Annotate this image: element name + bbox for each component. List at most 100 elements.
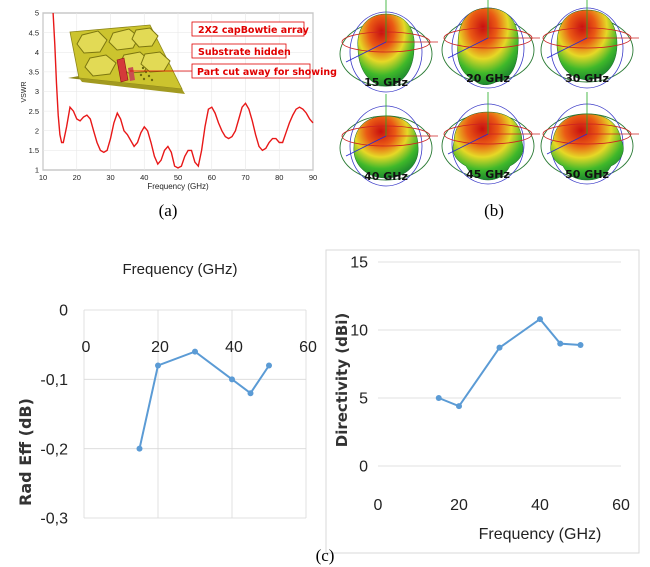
y-tick-label: 0 (359, 459, 368, 476)
directivity-x-axis-label: Frequency (GHz) (479, 526, 602, 543)
directivity-point (496, 344, 503, 351)
directivity-point (456, 403, 462, 410)
axis-y-arrow (546, 37, 588, 59)
pattern-lobe (452, 111, 524, 181)
x-tick-label: 20 (73, 173, 81, 182)
axis-y-arrow (345, 41, 387, 63)
callout-text-2: Substrate hidden (198, 47, 291, 58)
vswr-y-tick-labels: 1 1.5 2 2.5 3 3.5 4 4.5 5 (29, 9, 39, 175)
y-tick-label: 0 (59, 303, 68, 320)
axis-y-arrow (345, 135, 387, 157)
pattern-frequency-label: 45 GHz (466, 168, 510, 181)
y-tick-label: 4.5 (29, 28, 39, 37)
x-tick-label: 60 (208, 173, 216, 182)
rad-eff-series-line (138, 350, 270, 449)
vswr-series-line (52, 12, 314, 169)
rad-eff-point (136, 445, 143, 452)
pattern-lobe (357, 13, 415, 87)
panel-label-c: (c) (316, 546, 335, 565)
vswr-panel: 1 1.5 2 2.5 3 3.5 4 4.5 5 10 20 30 40 50 60 70 80 90 VSW… (21, 9, 337, 220)
pattern-frequency-label: 40 GHz (364, 170, 408, 183)
rad-eff-point (247, 390, 254, 397)
x-tick-label: 0 (82, 339, 91, 356)
directivity-y-tick-labels: 0 5 10 15 (350, 255, 368, 476)
radiation-pattern-panel: 15 GHz 20 GHz 30 GHz 40 GHz 45 GHz 50 GHz (b) (339, 0, 639, 220)
axis-y-arrow (546, 133, 588, 155)
rad-eff-y-tick-labels: 0 -0,1 -0,2 -0,3 (40, 303, 68, 528)
vswr-x-tick-labels: 10 20 30 40 50 60 70 80 90 (39, 173, 317, 182)
x-tick-label: 90 (309, 173, 317, 182)
y-tick-label: -0,1 (40, 372, 68, 389)
directivity-grid (378, 261, 621, 467)
pattern-frequency-label: 20 GHz (466, 72, 510, 85)
callout-box-3: Part cut away for showing (191, 63, 337, 79)
radiation-pattern-6: 50 GHz (540, 92, 639, 185)
rad-eff-panel: Frequency (GHz) 0 -0,1 -0,2 -0,3 0 20 40 60 Ra… (16, 261, 317, 528)
pattern-frequency-label: 30 GHz (565, 72, 609, 85)
y-tick-label: 10 (350, 323, 368, 340)
rad-eff-x-tick-labels: 0 20 40 60 (82, 339, 317, 356)
rad-eff-point (155, 362, 161, 369)
y-tick-label: 3 (35, 87, 39, 96)
x-tick-label: 30 (106, 173, 114, 182)
directivity-x-tick-labels: 0 20 40 60 (374, 497, 630, 514)
x-tick-label: 60 (299, 339, 317, 356)
directivity-point (537, 316, 543, 323)
y-tick-label: 4 (35, 48, 39, 57)
radiation-pattern-3: 30 GHz (540, 0, 639, 89)
callout-text-1: 2X2 capBowtie array (198, 25, 310, 36)
y-tick-label: 2 (35, 126, 39, 135)
directivity-point (577, 341, 584, 348)
directivity-y-axis-label: Directivity (dBi) (333, 313, 351, 447)
y-tick-label: 2.5 (29, 107, 39, 116)
cutaway-red-part-2 (128, 67, 135, 81)
x-tick-label: 70 (241, 173, 249, 182)
callout-box-1: 2X2 capBowtie array (191, 21, 310, 37)
vswr-x-axis-label: Frequency (GHz) (147, 182, 209, 191)
callout-box-2: Substrate hidden (191, 43, 291, 59)
y-tick-label: 3.5 (29, 68, 39, 77)
x-tick-label: 40 (225, 339, 243, 356)
y-tick-label: -0,2 (40, 441, 68, 458)
pattern-frequency-label: 50 GHz (565, 168, 609, 181)
radiation-pattern-2: 20 GHz (441, 0, 540, 89)
x-tick-label: 20 (450, 497, 468, 514)
rad-eff-grid (83, 309, 307, 519)
x-tick-label: 50 (174, 173, 182, 182)
directivity-panel: 0 5 10 15 0 20 40 60 Directivity (dBi) Frequen… (325, 249, 640, 554)
y-tick-label: 1 (35, 166, 39, 175)
x-tick-label: 80 (275, 173, 283, 182)
panel-label-a: (a) (159, 201, 178, 220)
x-tick-label: 60 (612, 497, 630, 514)
cutaway-red-part (116, 57, 129, 83)
rad-eff-y-axis-label: Rad Eff (dB) (16, 398, 35, 506)
x-tick-label: 20 (151, 339, 169, 356)
rad-eff-point (192, 348, 198, 355)
rad-eff-top-axis-title: Frequency (GHz) (122, 261, 237, 278)
radiation-pattern-4: 40 GHz (339, 94, 438, 187)
pattern-frequency-label: 15 GHz (364, 76, 408, 89)
x-tick-label: 40 (531, 497, 549, 514)
radiation-pattern-1: 15 GHz (339, 0, 438, 93)
y-tick-label: 5 (359, 391, 368, 408)
y-tick-label: 15 (350, 255, 368, 272)
vswr-y-axis-label: VSWR (21, 82, 28, 103)
directivity-point (435, 395, 442, 401)
axis-y-arrow (447, 37, 489, 59)
x-tick-label: 0 (374, 497, 383, 514)
x-tick-label: 10 (39, 173, 47, 182)
directivity-point (557, 340, 564, 347)
directivity-plot-border (325, 249, 640, 554)
pattern-lobe (556, 9, 618, 81)
rad-eff-point (229, 376, 235, 383)
y-tick-label: 5 (35, 9, 39, 18)
bowtie-elements (76, 27, 171, 77)
antenna-array-illustration (68, 24, 192, 94)
pattern-lobe (457, 7, 519, 85)
axis-y-arrow (447, 133, 489, 155)
callout-text-3: Part cut away for showing (197, 67, 337, 78)
x-tick-label: 40 (140, 173, 148, 182)
panel-label-b: (b) (484, 201, 504, 220)
y-tick-label: 1.5 (29, 146, 39, 155)
